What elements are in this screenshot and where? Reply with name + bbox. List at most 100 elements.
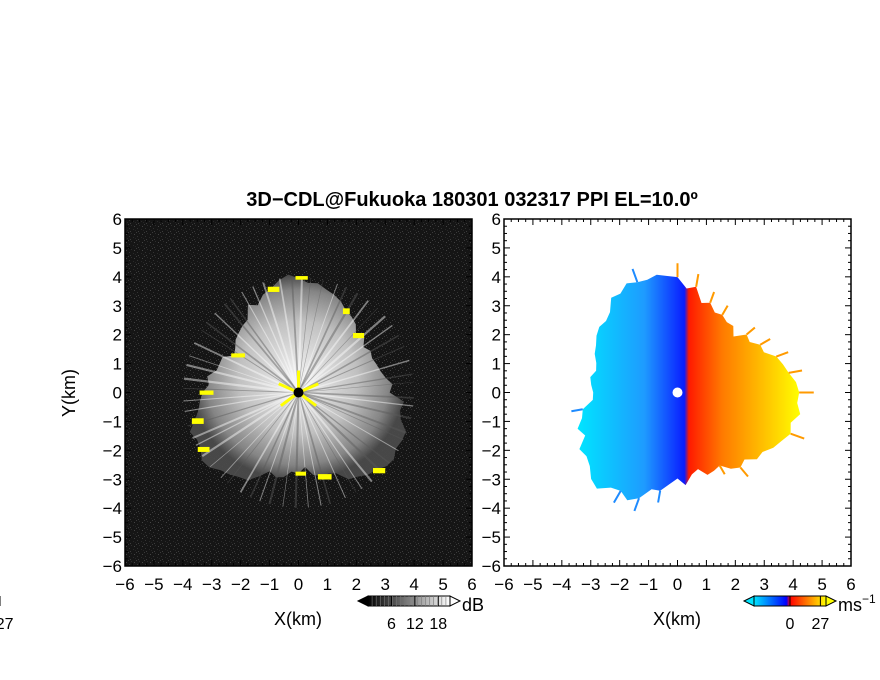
echo-ray: [298, 392, 404, 441]
echo-ray: [298, 373, 413, 394]
colorbar-min-arrow: [742, 595, 755, 607]
colorbar-tick-label: 27: [811, 616, 829, 633]
echo-ray: [249, 392, 300, 498]
strong-echo-patch: [295, 471, 307, 476]
y-tick-label: 6: [492, 210, 501, 229]
x-tick-label: −5: [523, 575, 542, 594]
echo-ray: [298, 381, 414, 393]
left-x-axis-label: X(km): [274, 609, 322, 629]
echo-ray: [297, 391, 383, 473]
y-tick-label: 2: [492, 326, 501, 345]
radar-site-marker: [672, 387, 683, 398]
echo-ray: [201, 329, 299, 393]
x-tick-label: 2: [352, 575, 361, 594]
echo-ray: [298, 279, 324, 393]
strong-echo-patch: [199, 390, 214, 395]
radar-site-marker: [293, 387, 304, 398]
echo-ray: [298, 392, 363, 490]
echo-ray: [278, 278, 300, 393]
x-tick-label: −1: [260, 575, 279, 594]
y-tick-label: −2: [103, 441, 122, 460]
x-tick-label: −4: [173, 575, 192, 594]
strong-echo-patch: [353, 332, 365, 339]
y-tick-label: −4: [482, 499, 501, 518]
echo-ray: [298, 392, 357, 493]
strong-echo-patch: [267, 286, 280, 292]
x-tick-label: 5: [817, 575, 826, 594]
y-tick-label: 4: [492, 268, 501, 287]
y-tick-label: −5: [103, 528, 122, 547]
echo-ray: [189, 355, 299, 393]
x-tick-label: 4: [409, 575, 418, 594]
y-tick-label: 5: [113, 239, 122, 258]
echo-ray: [297, 391, 373, 483]
echo-ray: [298, 392, 346, 499]
y-tick-label: −6: [482, 557, 501, 576]
x-tick-label: −5: [144, 575, 163, 594]
left-y-axis-label: Y(km): [59, 369, 79, 417]
echo-ray: [298, 283, 338, 393]
y-tick-label: 0: [113, 384, 122, 403]
strong-echo-patch: [191, 418, 204, 424]
y-tick-label: −3: [482, 470, 501, 489]
x-tick-label: 6: [467, 575, 476, 594]
strong-echo-patch: [342, 308, 350, 315]
velocity-ray: [745, 326, 756, 336]
velocity-ray: [709, 291, 716, 304]
x-tick-label: 0: [294, 575, 303, 594]
y-tick-label: 1: [113, 355, 122, 374]
strong-echo-patch: [372, 467, 386, 474]
echo-ray: [223, 303, 300, 394]
echo-ray: [214, 312, 299, 394]
velocity-ray: [759, 338, 771, 346]
velocity-ray: [775, 351, 789, 358]
colorbar-unit: dB: [462, 595, 484, 615]
colorbar-tick-label: 0: [786, 616, 795, 633]
velocity-ray: [613, 490, 622, 504]
echo-ray: [298, 324, 393, 394]
x-tick-label: −1: [639, 575, 658, 594]
y-tick-label: 4: [113, 268, 122, 287]
x-tick-label: −2: [610, 575, 629, 594]
echo-ray: [298, 392, 322, 506]
colorbar-unit: ms−1: [838, 592, 876, 615]
velocity-ray: [571, 408, 583, 413]
x-tick-label: 1: [323, 575, 332, 594]
echo-ray: [220, 392, 299, 479]
echo-ray: [298, 391, 414, 399]
echo-ray: [183, 391, 299, 402]
echo-ray: [298, 392, 309, 508]
x-tick-label: −6: [115, 575, 134, 594]
echo-ray: [252, 286, 300, 393]
y-tick-label: −5: [482, 528, 501, 547]
echo-ray: [297, 392, 331, 504]
echo-ray: [239, 392, 300, 493]
echo-ray: [298, 391, 414, 407]
colorbar-tick-label: 6: [387, 616, 396, 633]
colorbar-tick-label: −27: [0, 616, 14, 633]
x-tick-label: 5: [438, 575, 447, 594]
x-tick-label: −6: [494, 575, 513, 594]
echo-ray: [294, 392, 300, 508]
y-tick-label: −1: [482, 412, 501, 431]
x-tick-label: 0: [673, 575, 682, 594]
right-x-axis-label: X(km): [653, 609, 701, 629]
echo-ray: [241, 291, 299, 393]
colorbar-min-arrow: [356, 595, 369, 607]
colorbar-tick-label: 18: [429, 616, 447, 633]
velocity-ray: [721, 305, 729, 316]
x-tick-label: −4: [552, 575, 571, 594]
velocity-field: [504, 219, 851, 566]
velocity-ray: [631, 268, 639, 283]
echo-ray: [298, 308, 378, 393]
echo-ray: [192, 391, 299, 440]
y-tick-label: 0: [492, 384, 501, 403]
echo-ray: [268, 392, 300, 505]
strong-echo-patch: [295, 276, 308, 280]
echo-ray: [262, 282, 300, 393]
colorbar-max-arrow: [449, 595, 462, 607]
colorbar-max-arrow: [825, 595, 838, 607]
